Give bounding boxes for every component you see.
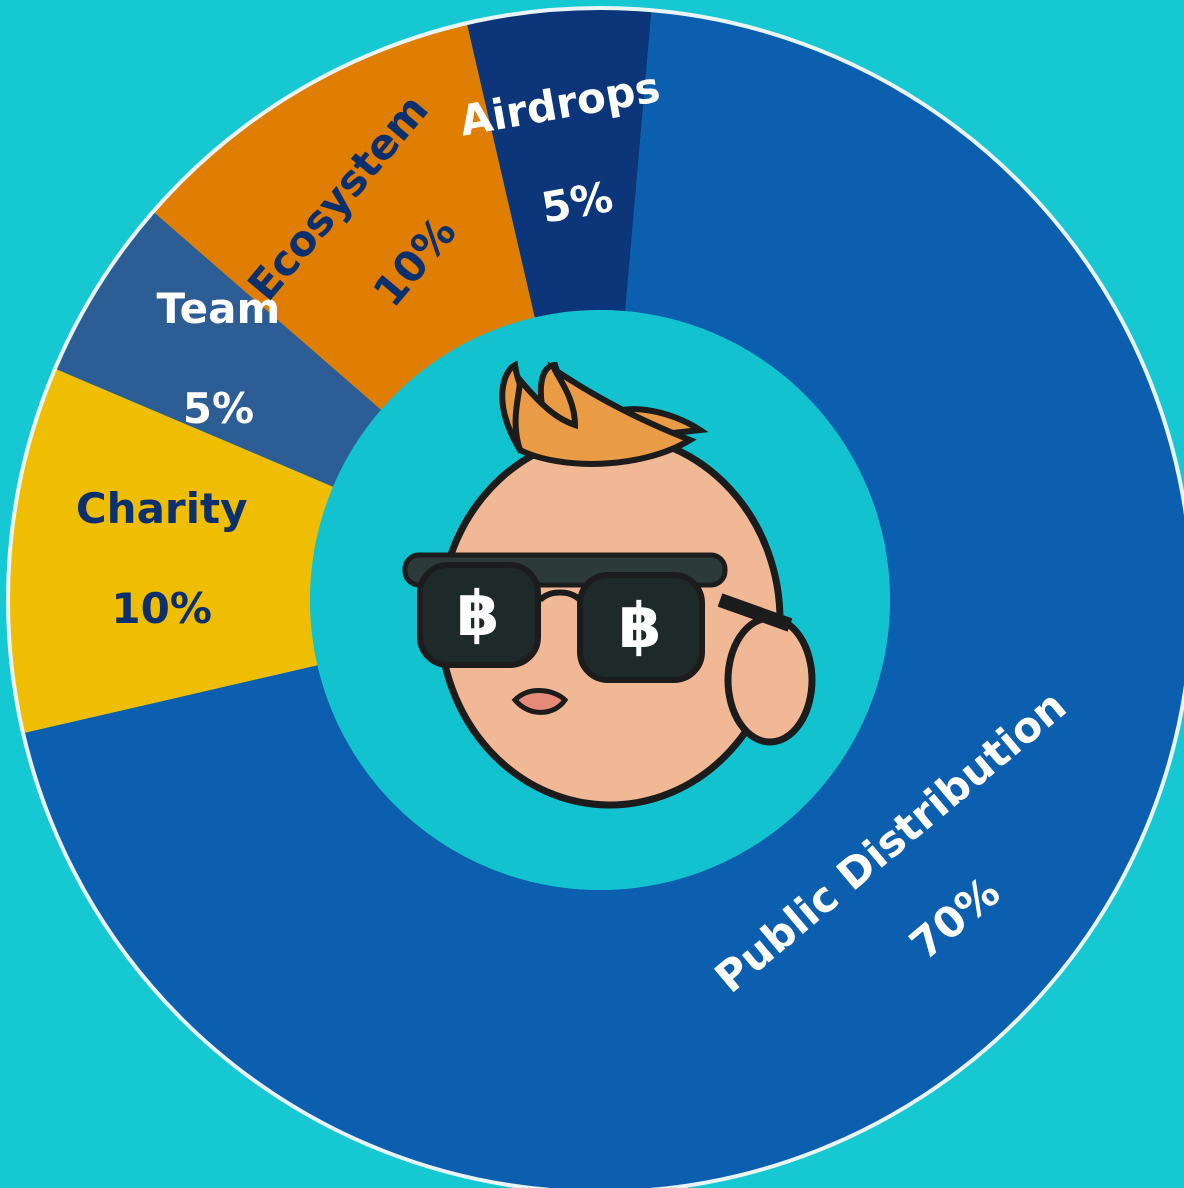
page: ฿ ฿ Public Distribution70%Charity10%Team… <box>0 0 1184 1188</box>
value-label: 10% <box>111 584 212 633</box>
coin-symbol: ฿ <box>618 589 661 662</box>
coin-symbol: ฿ <box>456 577 499 650</box>
chart: ฿ ฿ Public Distribution70%Charity10%Team… <box>0 0 1184 1188</box>
value-label: 5% <box>183 384 254 433</box>
category-label: Charity <box>76 484 248 533</box>
